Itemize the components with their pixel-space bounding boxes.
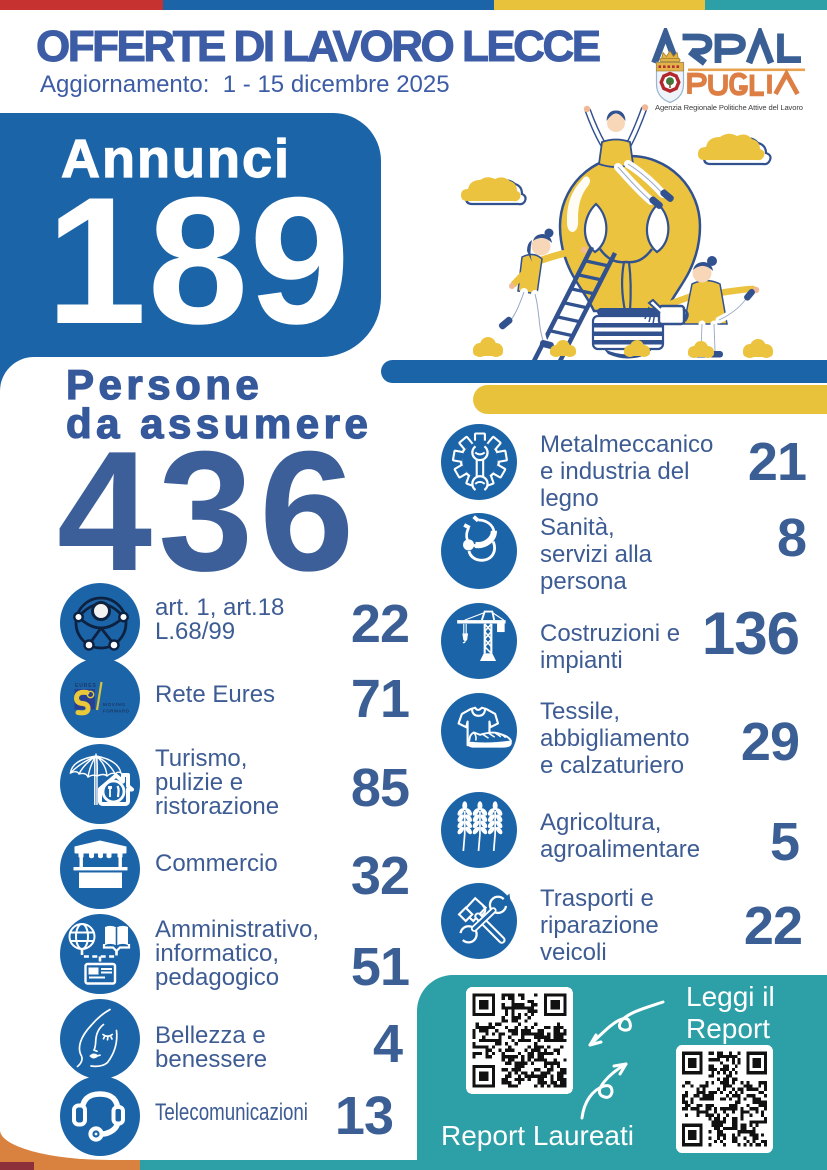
- svg-text:EURES: EURES: [75, 683, 97, 689]
- svg-text:FORWARD: FORWARD: [103, 709, 130, 714]
- svg-text:Agenzia Regionale Politiche At: Agenzia Regionale Politiche Attive del L…: [655, 103, 803, 112]
- svg-text:MOVING: MOVING: [103, 702, 126, 707]
